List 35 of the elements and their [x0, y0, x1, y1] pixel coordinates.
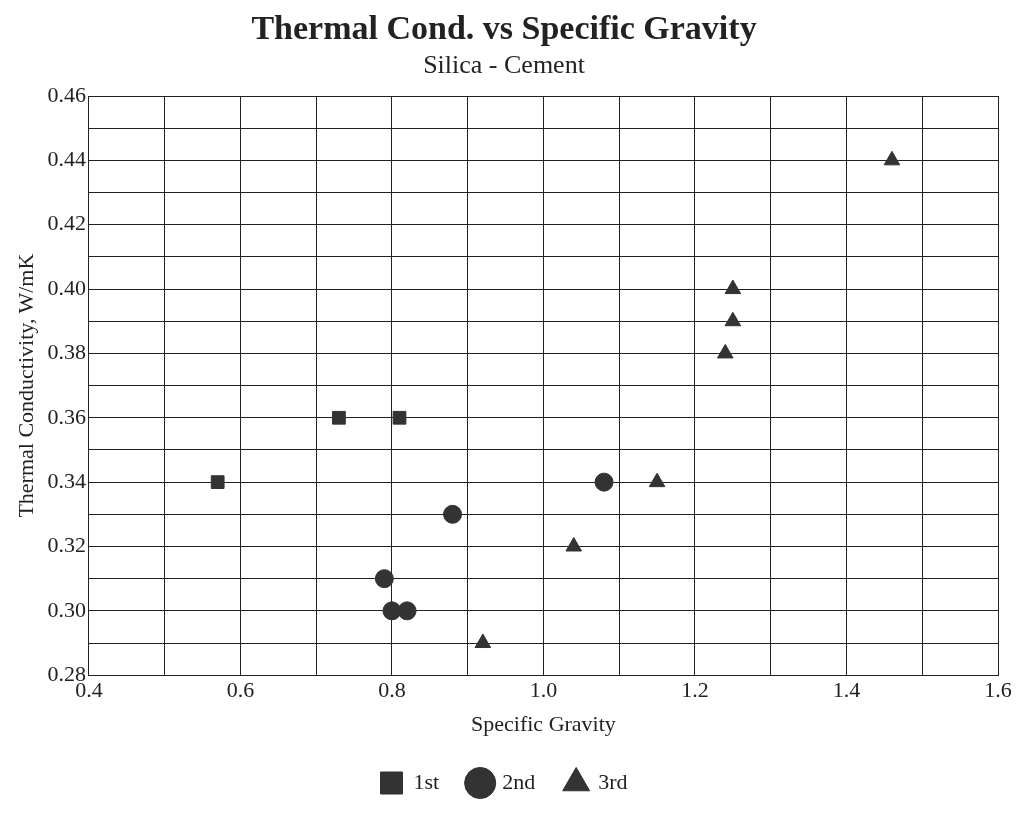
point	[392, 410, 407, 425]
point	[883, 150, 901, 166]
x-tick-label: 1.6	[984, 677, 1012, 703]
x-tick-label: 1.4	[832, 677, 861, 703]
y-tick-label: 0.30	[47, 596, 86, 622]
point	[210, 475, 225, 489]
point	[716, 343, 734, 359]
y-tick-label: 0.32	[47, 532, 86, 558]
chart-title: Thermal Cond. vs Specific Gravity	[251, 9, 757, 47]
y-tick-label: 0.38	[47, 339, 86, 365]
point	[724, 279, 742, 295]
y-tick-label: 0.40	[47, 274, 86, 300]
x-tick-label: 1.2	[681, 677, 709, 703]
y-tick-label: 0.34	[47, 467, 86, 493]
point	[332, 410, 346, 425]
y-tick-label: 0.36	[47, 403, 86, 429]
x-tick-label: 1.0	[529, 677, 558, 703]
legend-label: 1st	[413, 768, 440, 794]
legend-label: 2nd	[502, 768, 536, 794]
y-axis-title: Thermal Conductivity, W/mK	[12, 253, 38, 518]
x-tick-label: 0.6	[226, 677, 255, 703]
point	[443, 504, 463, 524]
y-tick-label: 0.44	[47, 146, 86, 172]
point	[648, 472, 666, 488]
x-tick-label: 0.8	[378, 677, 406, 703]
y-tick-label: 0.46	[47, 81, 86, 107]
chart-subtitle: Silica - Cement	[423, 50, 586, 80]
point	[374, 569, 394, 589]
point	[724, 311, 742, 327]
legend-label: 3rd	[598, 768, 628, 794]
x-axis-title: Specific Gravity	[471, 710, 616, 736]
point	[382, 601, 402, 621]
y-tick-label: 0.42	[47, 210, 86, 236]
point	[594, 472, 614, 492]
point	[397, 601, 417, 621]
